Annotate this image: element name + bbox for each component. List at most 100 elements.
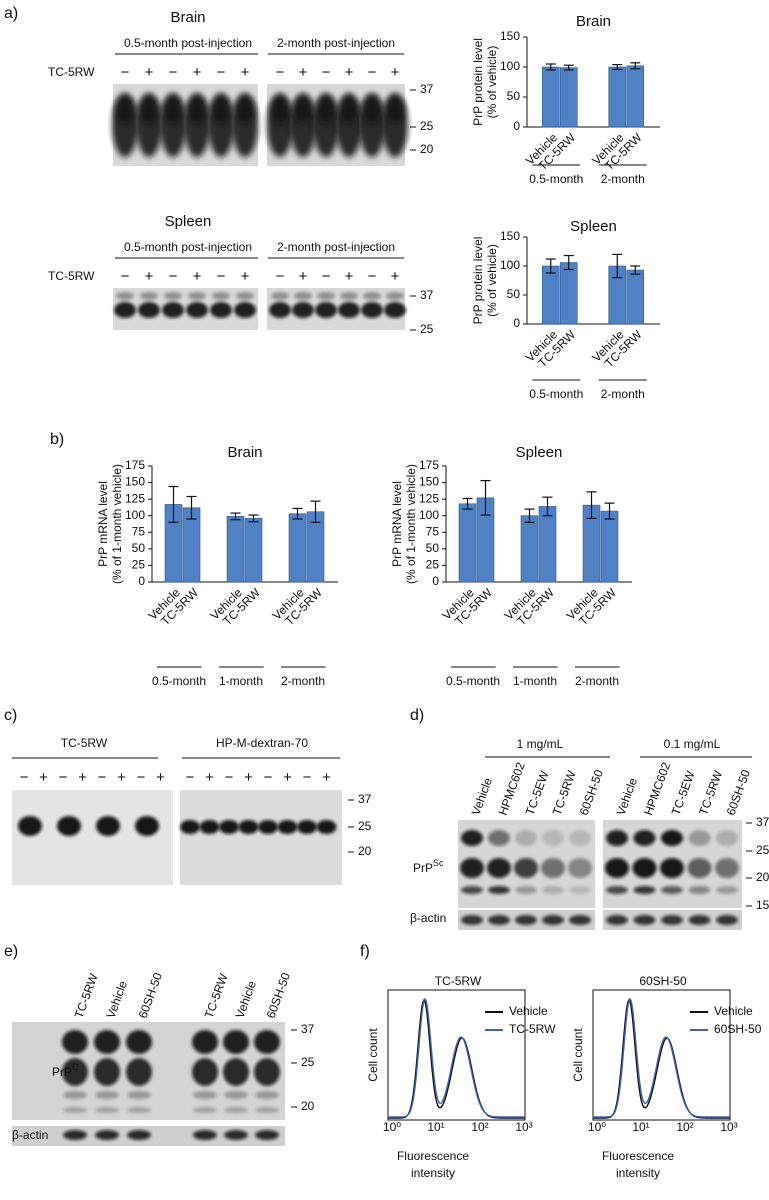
- band: [384, 302, 406, 318]
- band: [606, 915, 628, 925]
- histogram-curve: [388, 998, 525, 1119]
- error-bar: [542, 496, 553, 517]
- band: [661, 886, 683, 894]
- band: [361, 302, 383, 318]
- x-tick-label: 10¹: [632, 1120, 649, 1134]
- band: [63, 1107, 87, 1113]
- lane-sign: −: [276, 268, 285, 285]
- error-bar: [462, 497, 473, 510]
- band: [255, 1091, 279, 1099]
- band: [277, 820, 298, 834]
- band: [224, 1130, 248, 1140]
- lane-sign: +: [117, 769, 126, 786]
- lane-sign: +: [299, 64, 308, 81]
- band: [234, 302, 256, 318]
- panel-label: c): [4, 707, 17, 724]
- lane-sign: +: [345, 268, 354, 285]
- plot-frame: [387, 989, 526, 1121]
- band: [606, 830, 628, 846]
- marker-label: 25: [420, 322, 434, 336]
- lane-sign: −: [303, 769, 312, 786]
- lane-label: TC-5RW: [550, 768, 579, 817]
- band: [633, 915, 656, 925]
- band: [162, 302, 184, 318]
- band: [315, 302, 337, 318]
- legend-label: TC-5RW: [509, 1022, 556, 1036]
- y-axis-label: (% of vehicle): [485, 244, 499, 317]
- band: [187, 96, 207, 124]
- lane-sign: −: [217, 64, 226, 81]
- plot-frame: [592, 989, 731, 1121]
- lane-label: TC-5EW: [523, 768, 552, 817]
- lane-sign: −: [169, 268, 178, 285]
- band: [94, 1058, 120, 1086]
- band: [95, 1107, 119, 1113]
- error-bar: [310, 500, 321, 523]
- lane-sign: +: [391, 64, 400, 81]
- y-tick-label: 150: [500, 29, 520, 43]
- x-tick-label: 10²: [676, 1120, 693, 1134]
- lane-sign: +: [145, 268, 154, 285]
- bar: [626, 269, 645, 325]
- band: [514, 858, 538, 878]
- y-tick-label: 75: [426, 524, 440, 538]
- error-bar: [545, 258, 556, 274]
- band: [212, 292, 230, 300]
- legend-label: Vehicle: [714, 1004, 753, 1018]
- y-tick-label: 0: [432, 574, 439, 588]
- band: [192, 1030, 218, 1054]
- lane-sign: −: [322, 268, 331, 285]
- lane-sign: +: [145, 64, 154, 81]
- y-axis-label: (% of vehicle): [485, 46, 499, 119]
- y-tick-label: 75: [132, 524, 146, 538]
- marker-label: 25: [420, 119, 434, 133]
- target-label: PrPSc: [413, 858, 444, 875]
- band: [135, 816, 159, 836]
- panel-label: b): [50, 431, 64, 448]
- bar: [541, 265, 560, 325]
- x-axis-label: Fluorescence: [397, 1149, 469, 1163]
- band: [339, 96, 359, 124]
- band: [199, 820, 220, 834]
- band: [138, 302, 160, 318]
- error-bar: [186, 495, 197, 520]
- band: [461, 886, 483, 894]
- y-tick-label: 0: [138, 574, 145, 588]
- band: [193, 1130, 217, 1140]
- band: [542, 886, 564, 894]
- lane-sign: −: [121, 268, 130, 285]
- bar: [541, 66, 560, 128]
- band: [661, 830, 683, 846]
- band: [223, 1030, 249, 1054]
- bar: [559, 67, 578, 128]
- lane-sign: −: [322, 64, 331, 81]
- band: [716, 915, 738, 925]
- band: [188, 292, 206, 300]
- band: [95, 1130, 119, 1140]
- y-axis-label: Cell count: [366, 1028, 380, 1082]
- legend-label: Vehicle: [509, 1004, 548, 1018]
- lane-label: 60SH-50: [724, 768, 753, 818]
- band: [127, 1107, 151, 1113]
- loading-label: β-actin: [12, 1128, 48, 1142]
- marker-label: 37: [420, 82, 434, 96]
- group-label: 1-month: [219, 674, 263, 688]
- band: [569, 886, 591, 894]
- band: [269, 302, 291, 318]
- error-bar: [586, 491, 597, 519]
- target-superscript: Sc: [433, 858, 444, 868]
- lane-sign: +: [241, 64, 250, 81]
- x-axis-label: intensity: [411, 1166, 455, 1180]
- target-name: PrP: [52, 1065, 72, 1079]
- band: [164, 292, 182, 300]
- marker-label: 37: [358, 792, 372, 806]
- y-tick-label: 50: [426, 541, 440, 555]
- group-header: 1 mg/mL: [517, 737, 564, 751]
- lane-sign: +: [78, 769, 87, 786]
- lane-sign: −: [121, 64, 130, 81]
- x-tick-label: 10³: [720, 1120, 737, 1134]
- x-tick-label: 10²: [471, 1120, 488, 1134]
- loading-label: β-actin: [410, 911, 446, 925]
- error-bar: [630, 62, 641, 70]
